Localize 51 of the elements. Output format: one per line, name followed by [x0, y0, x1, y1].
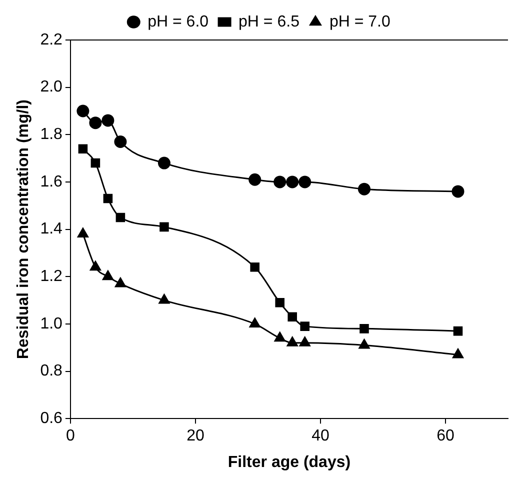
- y-tick-label: 2.0: [40, 78, 63, 96]
- y-tick-label: 1.8: [40, 126, 63, 144]
- point: [158, 294, 170, 304]
- y-tick-label: 2.2: [40, 31, 63, 48]
- point: [298, 176, 312, 188]
- y-tick-label: 1.6: [40, 173, 63, 190]
- point: [288, 312, 297, 322]
- x-tick-label: 20: [186, 428, 204, 445]
- y-tick-label: 1.2: [40, 268, 63, 286]
- point: [300, 322, 310, 331]
- y-tick-label: 0.8: [40, 362, 63, 380]
- point: [299, 336, 310, 346]
- x-tick-label: 0: [66, 428, 75, 445]
- point: [114, 136, 127, 148]
- y-tick-label: 0.6: [40, 410, 63, 428]
- point: [102, 270, 114, 280]
- point: [90, 158, 100, 168]
- point: [452, 348, 464, 358]
- legend-label: pH = 7.0: [329, 13, 390, 30]
- x-tick-label: 60: [436, 428, 454, 445]
- y-tick-label: 1.4: [40, 220, 63, 238]
- point: [160, 222, 169, 232]
- point: [76, 104, 90, 118]
- point: [275, 298, 284, 308]
- point: [102, 114, 114, 127]
- legend-label: pH = 6.5: [238, 13, 300, 30]
- point: [90, 260, 101, 271]
- y-axis-title: Residual iron concentration (mg/l): [15, 100, 32, 360]
- point: [249, 318, 260, 328]
- x-axis-title: Filter age (days): [228, 454, 351, 471]
- point: [452, 185, 464, 198]
- point: [248, 173, 262, 186]
- point: [114, 277, 126, 288]
- point: [103, 194, 113, 204]
- point: [453, 326, 463, 336]
- point: [250, 262, 260, 272]
- point: [77, 228, 88, 238]
- point: [274, 332, 286, 342]
- x-tick-label: 40: [312, 428, 330, 445]
- point: [286, 176, 299, 188]
- point: [158, 156, 170, 170]
- point: [78, 144, 88, 154]
- point: [89, 116, 102, 130]
- y-tick-label: 1.0: [40, 315, 63, 332]
- point: [116, 212, 126, 222]
- point: [360, 324, 369, 334]
- point: [274, 176, 286, 188]
- point: [286, 336, 298, 346]
- legend-label: pH = 6.0: [148, 13, 209, 30]
- point: [358, 182, 370, 196]
- point: [358, 338, 370, 349]
